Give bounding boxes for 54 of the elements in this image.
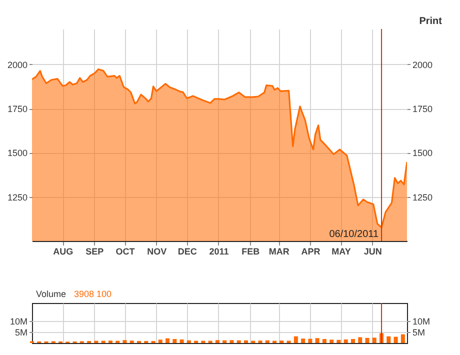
bar [394,336,398,343]
bar [158,340,162,343]
x-tick-label: AUG [53,246,74,256]
bar [186,340,191,343]
bar [180,339,184,343]
bar [236,340,241,343]
y2-tick-label: 10M [412,316,430,326]
bar [172,339,177,343]
bar [122,340,127,343]
x-tick-label: MAY [332,246,351,256]
y-tick-label: 1500 [7,148,28,158]
y2-tick-label: 1250 [412,192,433,202]
x-tick-label: 2011 [209,246,229,256]
text: Volume [36,289,66,299]
x-tick-label: FEB [242,246,260,256]
x-tick-label: DEC [178,246,198,256]
bar [265,340,270,343]
ref-line-label: 06/10/2011 [329,229,379,240]
bar [301,338,306,343]
y2-tick-label: 2000 [412,60,433,70]
bar [365,338,370,343]
y-tick-label: 1250 [7,192,28,202]
bar [386,336,391,343]
bar [308,338,312,343]
bar [222,340,227,343]
x-tick-label: OCT [116,246,136,256]
y2-tick-label: 5M [412,327,426,338]
bar [322,339,326,343]
bar [244,340,248,343]
y-tick-label: 5M [14,327,28,338]
bar [344,339,348,343]
bar [294,336,298,343]
bar [215,340,220,343]
x-tick-label: MAR [268,246,290,256]
y-tick-label: 1750 [7,104,28,114]
bar [372,338,376,343]
bar [315,338,320,343]
bar [400,334,405,343]
bar [330,340,334,343]
x-tick-label: NOV [147,246,167,256]
bar [166,338,170,343]
bar [230,340,234,343]
x-tick-label: APR [301,246,321,256]
y-tick-label: 10M [10,316,28,326]
bar [358,337,362,343]
x-tick-label: JUN [364,246,382,256]
text: Print [419,16,443,27]
x-tick-label: SEP [86,246,104,256]
y2-tick-label: 1500 [412,148,433,158]
bar [350,339,355,343]
text: 3908 100 [74,289,112,299]
y2-tick-label: 1750 [412,104,433,114]
bar [336,340,341,343]
y-tick-label: 2000 [7,60,28,70]
